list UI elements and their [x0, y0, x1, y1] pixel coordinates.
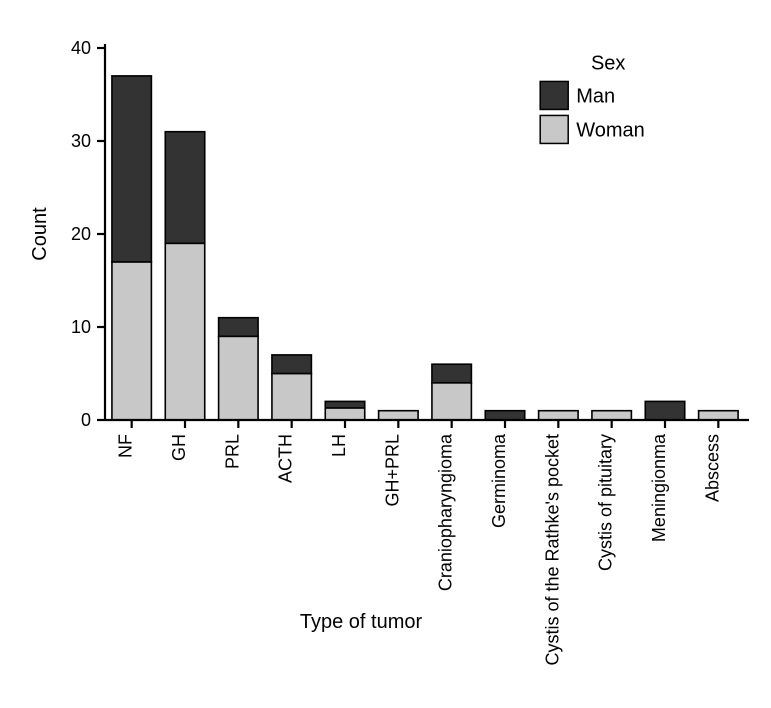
bar-woman-4: [325, 408, 364, 420]
x-tick-label: Cystis of pituitary: [596, 434, 616, 571]
bar-woman-2: [219, 336, 258, 420]
bar-woman-5: [379, 411, 418, 420]
x-tick-label: NF: [116, 434, 136, 458]
x-tick-label: GH+PRL: [382, 434, 402, 507]
y-tick-label: 20: [71, 224, 91, 244]
stacked-bar-chart: 0 10 20 30 40 NF GH PRL ACTH LH GH+PRL Craniopharyn…: [20, 20, 771, 688]
bar-woman-11: [699, 411, 738, 420]
bar-woman-3: [272, 374, 311, 421]
x-tick-label: ACTH: [276, 434, 296, 483]
bar-woman-8: [539, 411, 578, 420]
bar-woman-1: [165, 243, 204, 420]
y-tick-label: 40: [71, 38, 91, 58]
bar-man-3: [272, 355, 311, 374]
bar-man-2: [219, 318, 258, 337]
x-axis-label: Type of tumor: [300, 611, 423, 633]
bar-man-10: [645, 401, 684, 420]
x-tick-label: Abscess: [702, 434, 722, 502]
bar-woman-9: [592, 411, 631, 420]
y-tick-label: 0: [81, 410, 91, 430]
bar-woman-6: [432, 383, 471, 420]
bar-man-0: [112, 76, 151, 262]
legend-swatch: [540, 81, 568, 109]
y-axis-label: Count: [29, 207, 51, 261]
y-tick-label: 10: [71, 317, 91, 337]
chart-container: 0 10 20 30 40 NF GH PRL ACTH LH GH+PRL Craniopharyn…: [20, 20, 771, 688]
x-tick-label: Cystis of the Rathke's pocket: [542, 434, 562, 666]
x-tick-label: LH: [329, 434, 349, 457]
legend-swatch: [540, 115, 568, 143]
bar-man-1: [165, 132, 204, 244]
legend-title: Sex: [591, 52, 625, 74]
y-tick-label: 30: [71, 131, 91, 151]
bar-man-6: [432, 364, 471, 383]
bar-man-4: [325, 401, 364, 408]
bar-woman-0: [112, 262, 151, 420]
bar-man-7: [485, 411, 524, 420]
x-tick-label: Germinoma: [489, 433, 509, 528]
x-tick-label: Craniopharyngioma: [436, 433, 456, 591]
legend-label: Woman: [576, 119, 645, 141]
x-tick-label: GH: [169, 434, 189, 461]
legend-label: Man: [576, 85, 615, 107]
x-tick-label: Meningionma: [649, 433, 669, 542]
x-tick-label: PRL: [222, 434, 242, 469]
